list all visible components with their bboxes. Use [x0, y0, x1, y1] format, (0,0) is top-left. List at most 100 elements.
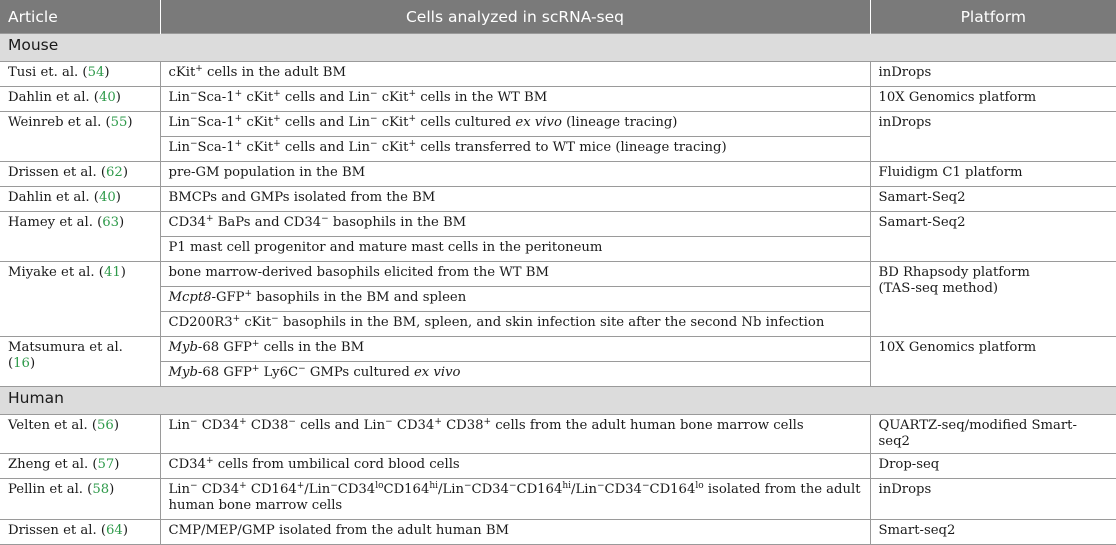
- sup: +: [296, 481, 305, 491]
- article-cell: Pellin et al. (58): [0, 478, 161, 520]
- ref-link[interactable]: 55: [110, 115, 128, 130]
- text: CD164: [516, 482, 563, 497]
- table-row: Lin−Sca-1+ cKit+ cells and Lin− cKit+ ce…: [0, 136, 1116, 162]
- sup: +: [234, 139, 243, 149]
- article-cell: Drissen et al. (64): [0, 519, 161, 545]
- sup: −: [463, 481, 472, 491]
- ref-link[interactable]: 41: [103, 265, 121, 280]
- cells-cell: CD34+ cells from umbilical cord blood ce…: [159, 453, 871, 479]
- cells-cell: CD34+ BaPs and CD34− basophils in the BM: [159, 211, 871, 237]
- ref-link[interactable]: 64: [106, 523, 123, 538]
- ref-link[interactable]: 56: [97, 418, 114, 433]
- article-name: Zheng et al. (: [8, 457, 98, 472]
- ref-link[interactable]: 63: [102, 215, 119, 230]
- cells-cell: Lin− CD34+ CD164+/Lin−CD34loCD164hi/Lin−…: [159, 478, 871, 520]
- ref-link[interactable]: 54: [87, 65, 105, 80]
- sup: −: [596, 481, 605, 491]
- header-article: Article: [0, 0, 161, 34]
- italic-text: Myb: [168, 340, 198, 355]
- text: /Lin: [438, 482, 464, 497]
- text: cells and Lin: [295, 418, 386, 433]
- sup: −: [321, 214, 329, 224]
- sup: +: [244, 289, 253, 299]
- article-cell: Velten et al. (56): [0, 414, 161, 454]
- platform-line: (TAS-seq method): [878, 281, 999, 296]
- text: CD34: [168, 215, 206, 230]
- table-row: Mcpt8-GFP+ basophils in the BM and splee…: [0, 286, 1116, 312]
- sup: +: [234, 89, 243, 99]
- sup: lo: [375, 481, 384, 491]
- ref-link[interactable]: 40: [98, 190, 116, 205]
- paren: ): [115, 90, 121, 105]
- text: cells transferred to WT mice (lineage tr…: [416, 140, 727, 155]
- sup: +: [273, 114, 281, 124]
- text: Lin: [168, 418, 190, 433]
- cells-cell: Lin− CD34+ CD38− cells and Lin− CD34+ CD…: [159, 414, 871, 454]
- article-name: Dahlin et al. (: [8, 90, 99, 105]
- text: cells and Lin: [280, 90, 370, 105]
- article-cell: Tusi et. al. (54): [0, 61, 161, 87]
- table-row: Miyake et al. (41) bone marrow-derived b…: [0, 261, 1116, 337]
- text: -68 GFP: [197, 365, 252, 380]
- table-row: Velten et al. (56) Lin− CD34+ CD38− cell…: [0, 414, 1116, 454]
- italic-text: ex vivo: [515, 115, 562, 130]
- text: BaPs and CD34: [213, 215, 322, 230]
- cells-cell: CD200R3+ cKit− basophils in the BM, sple…: [159, 311, 871, 337]
- text: cells in the BM: [259, 340, 365, 355]
- table-row: Dahlin et al. (40) BMCPs and GMPs isolat…: [0, 186, 1116, 212]
- sup: −: [385, 417, 393, 427]
- article-name: Drissen et al. (: [8, 165, 107, 180]
- article-name: Velten et al. (: [8, 418, 98, 433]
- text: Sca-1: [197, 90, 235, 105]
- text: CD164: [649, 482, 696, 497]
- article-name: Hamey et al. (: [8, 215, 103, 230]
- ref-link[interactable]: 57: [97, 457, 115, 472]
- platform-cell: 10X Genomics platform: [869, 336, 1116, 387]
- text: CD34: [337, 482, 376, 497]
- text: /Lin: [304, 482, 331, 497]
- sup: −: [189, 481, 198, 491]
- text: CD34: [392, 418, 435, 433]
- text: basophils in the BM, spleen, and skin in…: [278, 315, 825, 330]
- platform-cell: 10X Genomics platform: [869, 86, 1116, 112]
- article-cell: Dahlin et al. (40): [0, 186, 161, 212]
- ref-link[interactable]: 58: [92, 482, 110, 497]
- sup: −: [189, 139, 198, 149]
- text: cKit: [242, 140, 274, 155]
- cells-cell: Lin−Sca-1+ cKit+ cells and Lin− cKit+ ce…: [159, 136, 871, 162]
- sup: −: [330, 481, 338, 491]
- article-cell: Drissen et al. (62): [0, 161, 161, 187]
- table-row: Weinreb et al. (55) Lin−Sca-1+ cKit+ cel…: [0, 111, 1116, 162]
- text: cKit: [377, 115, 409, 130]
- ref-link[interactable]: 16: [13, 356, 30, 371]
- text: CD34: [471, 482, 509, 497]
- sup: +: [239, 417, 247, 427]
- sup: +: [408, 139, 416, 149]
- article-cell: Matsumura et al. (16): [0, 336, 161, 387]
- platform-cell: Drop-seq: [869, 453, 1116, 479]
- platform-line: BD Rhapsody platform: [878, 265, 1030, 280]
- paren: ): [120, 265, 126, 280]
- text: cells in the WT BM: [416, 90, 548, 105]
- ref-link[interactable]: 40: [98, 90, 116, 105]
- sup: +: [234, 114, 243, 124]
- paren: ): [122, 523, 128, 538]
- platform-cell: inDrops: [869, 478, 1116, 520]
- italic-text: Myb: [168, 365, 198, 380]
- sup: hi: [562, 481, 572, 491]
- text: cells and Lin: [280, 140, 370, 155]
- sup: +: [434, 417, 442, 427]
- header-cells: Cells analyzed in scRNA-seq: [160, 0, 871, 34]
- platform-cell: Smart-seq2: [869, 519, 1116, 545]
- ref-link[interactable]: 62: [106, 165, 123, 180]
- text: cells from umbilical cord blood cells: [213, 457, 460, 472]
- sup: +: [239, 481, 247, 491]
- platform-cell: QUARTZ-seq/modified Smart-seq2: [869, 414, 1116, 454]
- sup: −: [508, 481, 517, 491]
- platform-cell: inDrops: [869, 111, 1116, 162]
- sup: +: [195, 64, 203, 74]
- sup: −: [369, 139, 378, 149]
- article-name: Weinreb et al. (: [8, 115, 111, 130]
- sup: −: [189, 417, 198, 427]
